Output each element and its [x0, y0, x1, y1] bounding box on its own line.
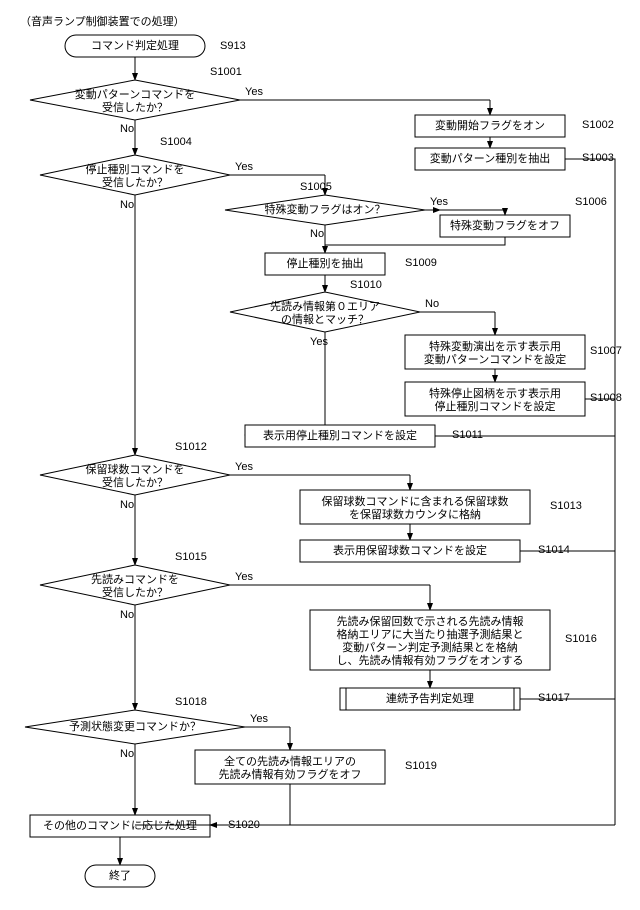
d1004-yes: Yes [235, 161, 253, 173]
p1007-ref: S1007 [590, 345, 622, 357]
p1020-ref: S1020 [228, 819, 260, 831]
p1011-ref: S1011 [452, 429, 483, 441]
d1012-ref: S1012 [175, 441, 207, 453]
p1013-l1: 保留球数コマンドに含まれる保留球数 [322, 494, 509, 508]
start-label: コマンド判定処理 [91, 38, 179, 52]
d1005-yes: Yes [430, 196, 448, 208]
d1018-yes: Yes [250, 713, 268, 725]
d1010-l1: 先読み情報第０エリア [270, 299, 380, 313]
p1017-ref: S1017 [538, 692, 570, 704]
d1004-l2: 受信したか？ [102, 176, 168, 189]
start-ref: S913 [220, 40, 246, 52]
p1017-t: 連続予告判定処理 [386, 691, 474, 705]
d1004-ref: S1004 [160, 136, 192, 148]
d1015-ref: S1015 [175, 551, 207, 563]
d1012-no: No [120, 499, 134, 511]
p1007-l1: 特殊変動演出を示す表示用 [429, 339, 561, 353]
p1008-l2: 停止種別コマンドを設定 [435, 399, 556, 413]
d1001-ref: S1001 [210, 66, 242, 78]
header-text: （音声ランプ制御装置での処理） [20, 14, 185, 28]
p1019-ref: S1019 [405, 760, 437, 772]
p1003-t: 変動パターン種別を抽出 [430, 151, 550, 165]
p1011-t: 表示用停止種別コマンドを設定 [263, 428, 417, 442]
d1001-no: No [120, 123, 134, 135]
end-label: 終了 [109, 868, 131, 882]
p1016-l4: し、先読み情報有効フラグをオンする [337, 653, 524, 667]
d1018-ref: S1018 [175, 696, 207, 708]
d1005-l1: 特殊変動フラグはオン？ [265, 202, 386, 216]
p1008-l1: 特殊停止図柄を示す表示用 [429, 386, 561, 400]
p1016-l3: 変動パターン判定予測結果とを格納 [342, 640, 517, 654]
d1018-no: No [120, 748, 134, 760]
d1001-l1: 変動パターンコマンドを [75, 87, 195, 101]
p1006-t: 特殊変動フラグをオフ [450, 218, 560, 232]
p1016-ref: S1016 [565, 633, 597, 645]
d1015-l1: 先読みコマンドを [91, 572, 179, 586]
d1004-no: No [120, 199, 134, 211]
p1019-l2: 先読み情報有効フラグをオフ [219, 767, 362, 781]
p1014-t: 表示用保留球数コマンドを設定 [333, 543, 487, 557]
p1007-l2: 変動パターンコマンドを設定 [424, 352, 566, 366]
d1018-l1: 予測状態変更コマンドか？ [69, 719, 201, 733]
d1012-l2: 受信したか？ [102, 476, 168, 489]
d1015-yes: Yes [235, 571, 253, 583]
d1004-l1: 停止種別コマンドを [86, 162, 185, 176]
d1010-ref: S1010 [350, 279, 382, 291]
p1016-l1: 先読み保留回数で示される先読み情報 [337, 614, 524, 628]
p1002-t: 変動開始フラグをオン [435, 118, 545, 132]
p1016-l2: 格納エリアに大当たり抽選予測結果と [337, 627, 524, 641]
p1009-ref: S1009 [405, 257, 437, 269]
d1010-no-lbl: No [425, 298, 439, 310]
p1019-l1: 全ての先読み情報エリアの [224, 754, 356, 768]
p1009-t: 停止種別を抽出 [287, 256, 364, 270]
d1001-l2: 受信したか？ [102, 101, 168, 114]
d1015-no: No [120, 609, 134, 621]
d1010-l2: の情報とマッチ？ [281, 313, 369, 326]
p1008-ref: S1008 [590, 392, 622, 404]
p1002-ref: S1002 [582, 119, 614, 131]
d1015-l2: 受信したか？ [102, 586, 168, 599]
d1001-yes: Yes [245, 86, 263, 98]
p1014-ref: S1014 [538, 544, 570, 556]
p1013-ref: S1013 [550, 500, 582, 512]
d1012-l1: 保留球数コマンドを [86, 462, 185, 476]
d1005-no: No [310, 228, 324, 240]
p1013-l2: を保留球数カウンタに格納 [349, 507, 481, 521]
d1005-ref: S1005 [300, 181, 332, 193]
p1003-ref: S1003 [582, 152, 614, 164]
p1006-ref: S1006 [575, 196, 607, 208]
d1012-yes: Yes [235, 461, 253, 473]
d1010-yes-lbl: Yes [310, 336, 328, 348]
